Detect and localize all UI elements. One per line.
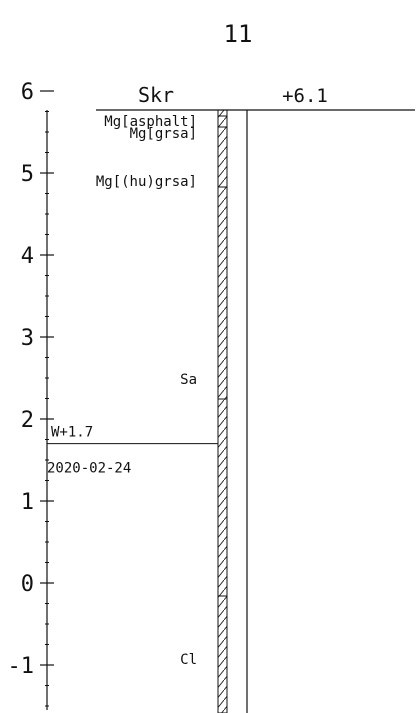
casing-column — [217, 109, 228, 713]
soil-layer-label: Mg[(hu)grsa] — [96, 174, 197, 190]
depth-scale-labels: 6 5 4 3 2 1 0 -1 — [8, 80, 35, 679]
soil-layer-label: Sa — [180, 372, 197, 388]
soil-layer-label: Mg[grsa] — [130, 126, 197, 142]
depth-tick-label: 2 — [21, 408, 34, 433]
depth-tick-label: 6 — [21, 80, 34, 105]
borehole-number: 11 — [224, 20, 253, 48]
soil-layer-labels: Mg[asphalt]Mg[grsa] Mg[(hu)grsa] Sa Cl — [96, 114, 197, 668]
depth-tick-label: 1 — [21, 490, 34, 515]
method-label: Skr — [138, 83, 174, 107]
depth-tick-label: 0 — [21, 572, 34, 597]
depth-tick-label: 5 — [21, 162, 34, 187]
groundwater-date: 2020-02-24 — [47, 461, 131, 477]
depth-tick-label: -1 — [8, 654, 35, 679]
soil-layer-label: Mg[asphalt] — [104, 114, 197, 130]
groundwater-label: W+1.7 — [51, 425, 93, 441]
ground-level-label: +6.1 — [282, 85, 328, 107]
depth-tick-label: 3 — [21, 326, 34, 351]
depth-tick-label: 4 — [21, 244, 34, 269]
depth-scale-ticks — [40, 90, 54, 707]
soil-layer-label: Cl — [180, 652, 197, 668]
layer-boundary-marks — [218, 115, 227, 597]
